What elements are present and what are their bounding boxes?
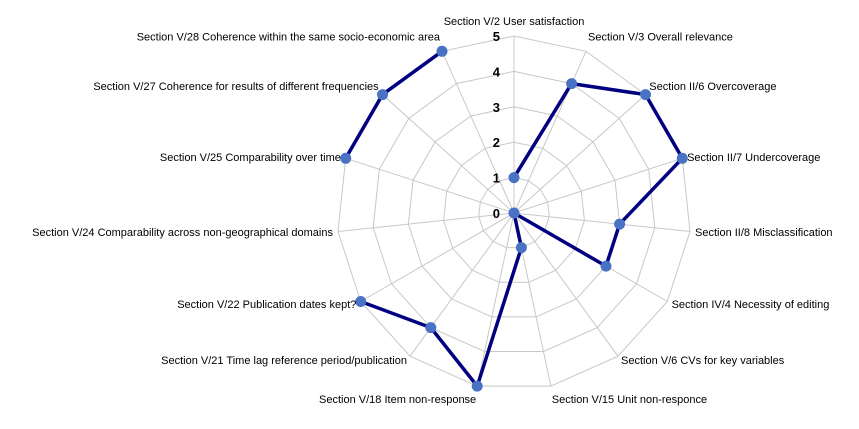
tick-labels: 0 1 2 3 4 5: [493, 29, 501, 221]
grid-ring-1: [478, 177, 550, 249]
spoke-9: [409, 212, 515, 357]
tick-label-1: 1: [493, 171, 500, 186]
axis-label-5: Section IV/4 Necessity of editing: [672, 299, 830, 311]
spoke-3: [513, 157, 683, 214]
tick-label-3: 3: [493, 100, 500, 115]
spoke-6: [513, 212, 619, 357]
axis-label-4: Section II/8 Misclassification: [695, 227, 833, 239]
data-point-9: [425, 322, 437, 334]
data-point-6: [508, 207, 520, 219]
tick-label-0: 0: [493, 206, 500, 221]
axis-label-0: Section V/2 User satisfaction: [444, 16, 585, 28]
series-layer: [340, 45, 688, 392]
data-point-8: [471, 380, 483, 392]
data-point-3: [676, 152, 688, 164]
grid-ring-3: [407, 106, 621, 318]
data-point-4: [614, 218, 626, 230]
spoke-11: [337, 212, 515, 232]
data-point-14: [436, 45, 448, 57]
spoke-1: [513, 51, 587, 214]
spoke-13: [382, 94, 515, 214]
grid-ring-4: [372, 70, 656, 352]
series-line-0-0: [360, 81, 685, 388]
axis-label-3: Section II/7 Undercoverage: [687, 152, 820, 164]
axis-label-9: Section V/21 Time lag reference period/p…: [161, 355, 407, 367]
data-point-13: [377, 89, 388, 101]
spoke-10: [360, 212, 515, 302]
tick-label-5: 5: [493, 29, 500, 44]
spoke-12: [345, 157, 515, 214]
tick-label-2: 2: [493, 135, 500, 150]
axis-label-14: Section V/28 Coherence within the same s…: [137, 32, 441, 44]
axis-label-6: Section V/6 CVs for key variables: [621, 355, 785, 367]
axis-label-1: Section V/3 Overall relevance: [588, 32, 733, 44]
tick-label-4: 4: [493, 64, 501, 79]
axis-label-13: Section V/27 Coherence for results of di…: [93, 81, 379, 93]
spoke-2: [513, 94, 646, 214]
grid-ring-2: [443, 141, 585, 283]
data-point-5: [600, 260, 612, 272]
axis-label-7: Section V/15 Unit non-responce: [552, 394, 707, 406]
axis-label-11: Section V/24 Comparability across non-ge…: [32, 227, 333, 239]
axis-label-10: Section V/22 Publication dates kept?: [177, 299, 356, 311]
data-point-7: [515, 242, 527, 254]
axis-label-12: Section V/25 Comparability over time: [160, 152, 341, 164]
spoke-4: [513, 212, 691, 232]
axis-label-2: Section II/6 Overcoverage: [649, 81, 776, 93]
spoke-8: [476, 212, 515, 387]
spoke-14: [441, 51, 515, 214]
data-point-0: [508, 172, 520, 184]
data-point-2: [640, 89, 651, 101]
data-point-10: [355, 296, 367, 307]
axis-label-8: Section V/18 Item non-response: [319, 394, 476, 406]
data-point-12: [340, 152, 352, 164]
data-point-1: [566, 78, 578, 90]
